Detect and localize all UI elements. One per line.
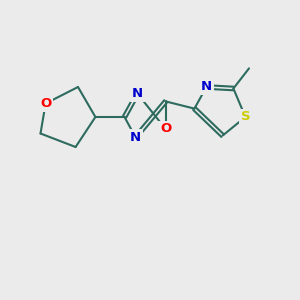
Text: N: N [132,87,143,100]
Text: O: O [40,97,51,110]
Text: N: N [201,80,212,94]
Text: O: O [160,122,171,136]
Text: S: S [241,110,250,124]
Text: N: N [130,131,141,144]
